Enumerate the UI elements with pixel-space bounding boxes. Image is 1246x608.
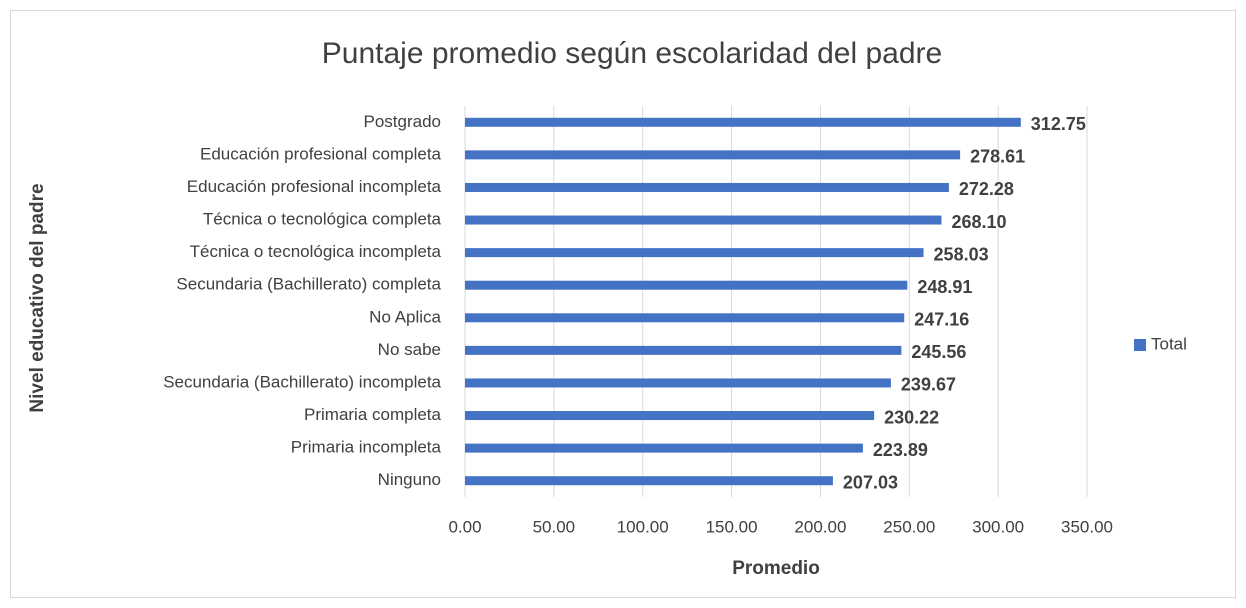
- y-tick-label: Educación profesional incompleta: [187, 177, 442, 196]
- y-tick-label: Técnica o tecnológica completa: [203, 210, 442, 229]
- y-tick-label: Técnica o tecnológica incompleta: [190, 242, 442, 261]
- bar: [465, 182, 949, 192]
- bar: [465, 248, 924, 258]
- data-label: 272.28: [959, 179, 1014, 199]
- y-tick-label: Educación profesional completa: [200, 144, 442, 163]
- x-tick-label: 0.00: [448, 517, 481, 536]
- data-label: 268.10: [951, 212, 1006, 232]
- y-tick-label: Secundaria (Bachillerato) incompleta: [163, 372, 441, 391]
- data-label: 247.16: [914, 310, 969, 330]
- data-label: 312.75: [1031, 114, 1086, 134]
- y-tick-label: Secundaria (Bachillerato) completa: [176, 275, 441, 294]
- x-tick-label: 300.00: [972, 517, 1024, 536]
- data-label: 248.91: [917, 277, 972, 297]
- data-label: 207.03: [843, 472, 898, 492]
- x-tick-label: 200.00: [794, 517, 846, 536]
- y-tick-label: Postgrado: [364, 112, 442, 131]
- x-tick-label: 150.00: [706, 517, 758, 536]
- x-axis-title: Promedio: [732, 558, 820, 579]
- y-tick-label: Primaria completa: [304, 405, 442, 424]
- bar: [465, 313, 905, 323]
- bar: [465, 411, 875, 421]
- data-label: 230.22: [884, 407, 939, 427]
- bar: [465, 280, 908, 290]
- bar: [465, 117, 1021, 127]
- y-tick-label: Primaria incompleta: [291, 438, 442, 457]
- data-label: 258.03: [934, 244, 989, 264]
- bar: [465, 476, 833, 486]
- legend-swatch: [1134, 339, 1146, 351]
- bar: [465, 443, 863, 453]
- x-tick-label: 350.00: [1061, 517, 1113, 536]
- bar: [465, 215, 942, 225]
- chart-border: [10, 10, 1236, 598]
- data-label: 223.89: [873, 440, 928, 460]
- chart-title: Puntaje promedio según escolaridad del p…: [322, 37, 942, 70]
- bar: [465, 150, 961, 160]
- data-label: 239.67: [901, 375, 956, 395]
- y-tick-label: No Aplica: [369, 307, 441, 326]
- x-tick-label: 100.00: [617, 517, 669, 536]
- y-tick-label: Ninguno: [378, 470, 441, 489]
- bar: [465, 345, 902, 355]
- data-label: 278.61: [970, 147, 1025, 167]
- y-axis-title: Nivel educativo del padre: [27, 183, 48, 412]
- bar: [465, 378, 891, 388]
- y-tick-label: No sabe: [378, 340, 441, 359]
- legend-label: Total: [1151, 334, 1187, 353]
- x-tick-label: 50.00: [533, 517, 576, 536]
- data-label: 245.56: [911, 342, 966, 362]
- x-tick-label: 250.00: [883, 517, 935, 536]
